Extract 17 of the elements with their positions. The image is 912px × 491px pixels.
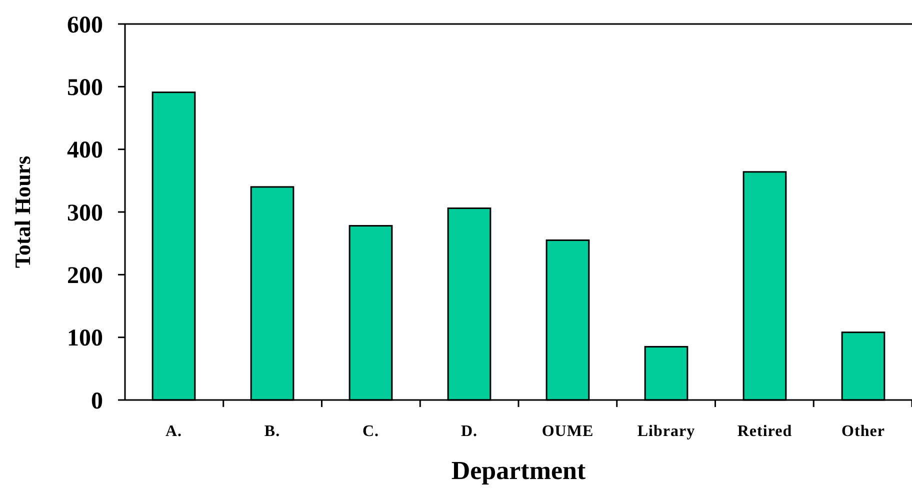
x-tick-label: Retired (737, 423, 792, 440)
x-tick-label: OUME (542, 423, 594, 440)
y-tick-label: 500 (67, 75, 103, 102)
x-axis-title: Department (451, 456, 586, 485)
x-tick-label: B. (264, 423, 280, 440)
x-tick-label: A. (165, 423, 182, 440)
y-axis-title: Total Hours (10, 155, 35, 268)
x-tick-label: D. (460, 423, 478, 440)
y-tick-label: 100 (67, 326, 103, 352)
y-tick-label: 300 (67, 200, 103, 226)
x-tick-label: Other (842, 423, 885, 440)
y-tick-label: 600 (67, 12, 103, 38)
x-tick-label: Library (637, 423, 696, 440)
x-tick-label: C. (362, 423, 380, 440)
y-tick-label: 200 (67, 263, 103, 290)
y-tick-label: 0 (91, 388, 103, 414)
y-tick-label: 400 (67, 138, 103, 164)
